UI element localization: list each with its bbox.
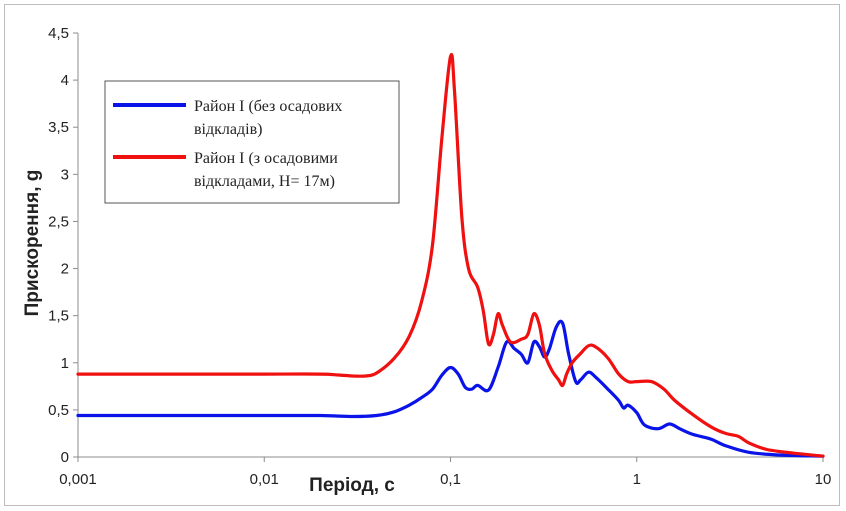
x-tick-label: 0,01 bbox=[250, 471, 279, 488]
x-tick-label: 0,1 bbox=[440, 471, 461, 488]
x-tick-label: 10 bbox=[815, 471, 832, 488]
legend: Район I (без осадових відкладів) Район I (… bbox=[104, 80, 400, 204]
y-tick-label: 3,5 bbox=[48, 119, 69, 136]
legend-label-1: Район I (без осадових bbox=[194, 98, 342, 115]
chart-frame: 0 0,5 1 1,5 2 2,5 3 3,5 4 4,5 0,001 0,01 0,1 1 10 Пері… bbox=[4, 4, 840, 506]
chart-svg: 0 0,5 1 1,5 2 2,5 3 3,5 4 4,5 0,001 0,01 0,1 1 10 Пері… bbox=[22, 25, 831, 496]
y-tick-label: 3 bbox=[61, 166, 69, 183]
y-tick-label: 2 bbox=[61, 261, 69, 278]
y-tick-label: 1 bbox=[61, 355, 69, 372]
y-tick-label: 0 bbox=[61, 449, 69, 466]
legend-label-2: відкладами, H= 17м) bbox=[194, 173, 335, 190]
series-line-1 bbox=[76, 319, 825, 458]
series-layer bbox=[76, 53, 825, 458]
x-tick-label: 1 bbox=[633, 471, 641, 488]
legend-label-2: Район I (з осадовими bbox=[194, 150, 338, 167]
y-tick-label: 1,5 bbox=[48, 308, 69, 325]
series-line-2 bbox=[76, 53, 825, 458]
x-tick-label: 0,001 bbox=[59, 471, 97, 488]
tick-labels: 0 0,5 1 1,5 2 2,5 3 3,5 4 4,5 0,001 0,01 0,1 1 10 bbox=[48, 25, 831, 488]
y-tick-label: 4,5 bbox=[48, 25, 69, 42]
y-axis-title: Прискорення, g bbox=[22, 170, 43, 317]
legend-label-1: відкладів) bbox=[194, 121, 262, 138]
y-tick-label: 0,5 bbox=[48, 402, 69, 419]
y-tick-label: 4 bbox=[61, 72, 69, 89]
legend-box bbox=[104, 80, 400, 204]
x-axis-title: Період, с bbox=[309, 475, 395, 496]
y-tick-label: 2,5 bbox=[48, 213, 69, 230]
